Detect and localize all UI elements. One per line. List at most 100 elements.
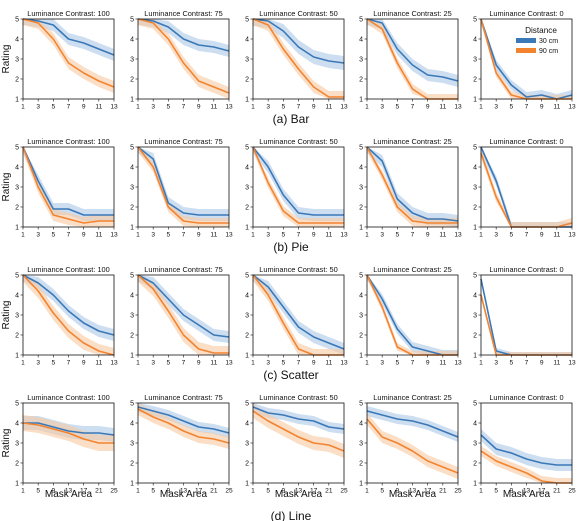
x-tick-label: 11 [553, 232, 560, 239]
y-tick-label: 2 [473, 460, 477, 467]
y-tick-label: 5 [245, 16, 249, 23]
y-tick-label: 2 [130, 332, 134, 339]
x-tick-label: 11 [439, 104, 446, 111]
x-tick-label: 13 [568, 232, 576, 239]
series-line-90cm [22, 274, 115, 356]
y-tick-label: 5 [130, 144, 134, 151]
legend-title: Distance [525, 26, 557, 35]
x-tick-label: 9 [197, 232, 201, 239]
panel-title: Luminance Contrast: 50 [259, 265, 337, 274]
x-tick-label: 5 [509, 104, 513, 111]
y-tick-label: 2 [473, 204, 477, 211]
x-tick-label: 5 [51, 104, 55, 111]
x-tick-label: 3 [36, 104, 40, 111]
x-tick-label: 9 [426, 360, 430, 367]
x-tick-label: 7 [411, 104, 415, 111]
x-tick-label: 11 [553, 360, 560, 367]
y-tick-label: 1 [473, 224, 477, 231]
series-line-30cm [480, 434, 572, 466]
series-line-30cm [22, 146, 114, 216]
x-tick-label: 7 [182, 104, 186, 111]
x-tick-label: 13 [409, 488, 417, 495]
series-line-30cm [137, 18, 230, 52]
panel-r4-c4: Luminance Contrast: 25 1 2 3 4 5 1 5 9 13 17 21 25 [359, 393, 462, 495]
y-tick-label: 1 [359, 352, 363, 359]
y-tick-label: 3 [245, 312, 249, 319]
series-line-30cm [366, 410, 459, 438]
y-tick-label: 4 [473, 292, 477, 299]
y-tick-label: 1 [245, 224, 249, 231]
panel-title: Luminance Contrast: 75 [144, 137, 222, 146]
y-tick-label: 5 [359, 400, 363, 407]
row-caption: (d) Line [271, 509, 312, 521]
x-tick-label: 13 [340, 360, 348, 367]
panel-title: Luminance Contrast: 25 [373, 265, 451, 274]
series-line-90cm [137, 274, 229, 354]
series-line-30cm [252, 18, 345, 64]
y-tick-label: 3 [130, 440, 134, 447]
x-tick-label: 7 [525, 360, 529, 367]
legend-swatch [516, 38, 536, 43]
x-tick-label: 1 [365, 360, 369, 367]
panel-r4-c5: Luminance Contrast: 0 1 2 3 4 5 1 5 9 13 17 21 25 [473, 393, 576, 495]
x-tick-label: 1 [479, 488, 483, 495]
y-tick-label: 2 [473, 76, 477, 83]
x-tick-label: 9 [82, 360, 86, 367]
panel-title: Luminance Contrast: 100 [27, 137, 110, 146]
x-tick-label: 7 [67, 104, 71, 111]
x-tick-label: 5 [509, 360, 513, 367]
x-tick-label: 1 [251, 232, 255, 239]
x-tick-label: 11 [95, 360, 102, 367]
y-tick-label: 1 [15, 352, 19, 359]
x-tick-label: 7 [525, 232, 529, 239]
x-tick-label: 9 [166, 488, 170, 495]
y-tick-label: 4 [130, 420, 134, 427]
x-tick-label: 1 [136, 488, 140, 495]
y-tick-label: 5 [359, 16, 363, 23]
x-tick-label: 3 [494, 104, 498, 111]
x-tick-label: 3 [266, 232, 270, 239]
y-tick-label: 3 [473, 56, 477, 63]
series-line-90cm [22, 422, 114, 444]
series-line-30cm [252, 274, 345, 350]
x-tick-label: 21 [210, 488, 218, 495]
x-tick-label: 13 [180, 488, 188, 495]
series-line-90cm [252, 410, 345, 452]
y-tick-label: 2 [245, 332, 249, 339]
y-tick-label: 3 [359, 56, 363, 63]
x-tick-label: 3 [380, 232, 384, 239]
x-tick-label: 3 [151, 104, 155, 111]
confidence-band-90cm [23, 19, 114, 93]
y-tick-label: 3 [130, 56, 134, 63]
series-line-30cm [23, 422, 115, 436]
series-line-30cm [137, 146, 229, 216]
x-tick-label: 13 [454, 104, 462, 111]
y-tick-label: 4 [130, 292, 134, 299]
x-tick-label: 9 [312, 360, 316, 367]
x-tick-label: 9 [426, 232, 430, 239]
x-tick-label: 1 [365, 232, 369, 239]
x-tick-label: 5 [51, 360, 55, 367]
x-tick-label: 1 [136, 232, 140, 239]
x-tick-label: 9 [509, 488, 513, 495]
x-tick-label: 17 [538, 488, 546, 495]
legend: Distance 30 cm 90 cm [514, 24, 568, 62]
x-tick-label: 3 [380, 360, 384, 367]
y-tick-label: 4 [15, 420, 19, 427]
confidence-band-30cm [481, 19, 572, 99]
panel-title: Luminance Contrast: 0 [489, 265, 563, 274]
x-tick-label: 9 [197, 104, 201, 111]
y-tick-label: 4 [245, 420, 249, 427]
y-tick-label: 5 [359, 144, 363, 151]
y-tick-label: 4 [359, 36, 363, 43]
y-tick-label: 3 [15, 184, 19, 191]
y-tick-label: 4 [245, 292, 249, 299]
series-line-90cm [366, 146, 458, 224]
